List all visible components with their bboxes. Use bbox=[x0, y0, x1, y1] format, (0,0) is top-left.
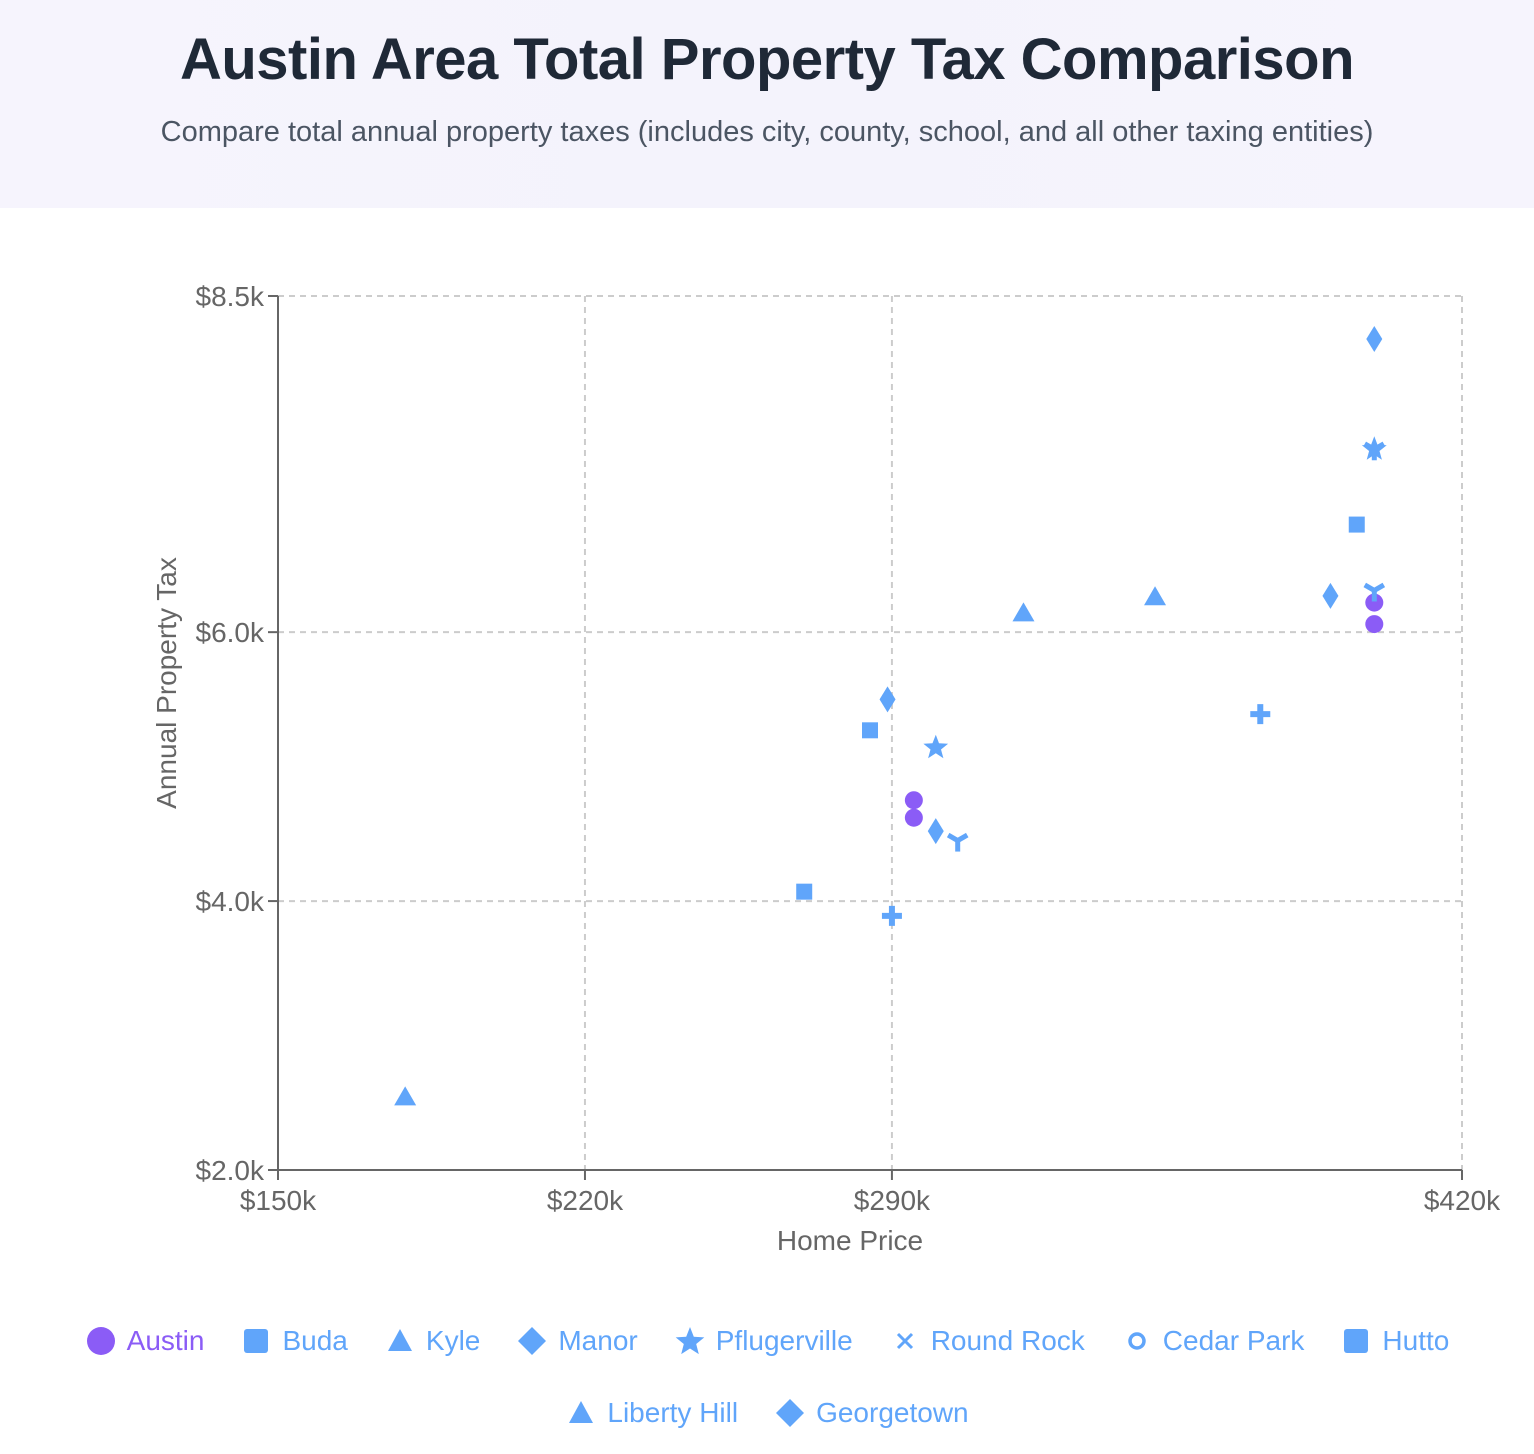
legend-label: Georgetown bbox=[816, 1397, 969, 1428]
point-austin bbox=[1365, 593, 1384, 612]
point-buda bbox=[796, 883, 813, 900]
point-kyle bbox=[1144, 586, 1167, 606]
point-round-rock bbox=[1363, 441, 1386, 461]
legend-triangle-icon bbox=[387, 1329, 412, 1351]
legend-x-icon bbox=[896, 1332, 913, 1350]
legend-row: Liberty Hill Georgetown bbox=[0, 1394, 1534, 1432]
legend-label: Manor bbox=[558, 1325, 638, 1356]
page-title: Austin Area Total Property Tax Compariso… bbox=[179, 27, 1355, 92]
legend-label: Buda bbox=[282, 1325, 348, 1356]
point-pflugerville bbox=[923, 734, 949, 759]
legend-item-manor[interactable]: Manor bbox=[516, 1322, 638, 1360]
point-austin bbox=[904, 791, 923, 810]
point-kyle bbox=[394, 1086, 417, 1106]
x-tick-label: $420k bbox=[1424, 1185, 1501, 1216]
chart-points bbox=[394, 326, 1387, 1106]
legend-item-round-rock[interactable]: Round Rock bbox=[889, 1322, 1085, 1360]
y-tick-label: $6.0k bbox=[196, 617, 265, 648]
legend-item-cedar-park[interactable]: Cedar Park bbox=[1121, 1322, 1305, 1360]
legend-triangle-icon bbox=[569, 1401, 594, 1423]
legend-star-icon bbox=[675, 1327, 705, 1355]
legend-item-georgetown[interactable]: Georgetown bbox=[774, 1394, 969, 1432]
y-axis-label: Annual Property Tax bbox=[151, 557, 182, 809]
point-kyle bbox=[1012, 602, 1035, 622]
y-tick-label: $2.0k bbox=[196, 1155, 265, 1186]
x-axis-label: Home Price bbox=[777, 1225, 923, 1256]
page-subtitle: Compare total annual property taxes (inc… bbox=[160, 116, 1374, 148]
legend-row: Austin Buda Kyle Manor Pflugerville Round Roc… bbox=[0, 1322, 1534, 1360]
point-round-rock bbox=[946, 832, 969, 852]
point-austin bbox=[904, 808, 923, 827]
legend-item-austin[interactable]: Austin bbox=[85, 1322, 205, 1360]
legend-label: Austin bbox=[126, 1325, 205, 1356]
point-manor bbox=[879, 686, 896, 713]
legend-item-kyle[interactable]: Kyle bbox=[384, 1322, 480, 1360]
legend-label: Round Rock bbox=[930, 1325, 1085, 1356]
point-manor bbox=[1322, 582, 1339, 609]
point-cedar-park bbox=[1250, 704, 1271, 725]
point-hutto bbox=[1348, 516, 1365, 533]
legend-label: Cedar Park bbox=[1162, 1325, 1305, 1356]
scatter-chart: $150k $220k $290k $420k $2.0k $4.0k $6.0k $8.5k… bbox=[151, 281, 1502, 1256]
legend-diamond-icon bbox=[518, 1327, 547, 1355]
chart-axes: $150k $220k $290k $420k $2.0k $4.0k $6.0k $8.5k bbox=[196, 281, 1502, 1216]
y-tick-label: $4.0k bbox=[196, 886, 265, 917]
legend-label: Hutto bbox=[1382, 1325, 1450, 1356]
y-tick-label: $8.5k bbox=[196, 281, 265, 312]
legend-square-icon bbox=[1344, 1329, 1369, 1353]
legend-label: Kyle bbox=[425, 1325, 481, 1356]
legend-item-pflugerville[interactable]: Pflugerville bbox=[674, 1322, 853, 1360]
legend-square-icon bbox=[244, 1329, 269, 1353]
point-cedar-park bbox=[881, 905, 902, 926]
point-buda bbox=[862, 722, 878, 739]
point-manor bbox=[1366, 326, 1383, 353]
legend-label: Liberty Hill bbox=[607, 1397, 739, 1428]
header: Austin Area Total Property Tax Compariso… bbox=[0, 0, 1534, 208]
legend-label: Pflugerville bbox=[715, 1325, 853, 1356]
legend-item-hutto[interactable]: Hutto bbox=[1340, 1322, 1449, 1360]
x-tick-label: $220k bbox=[547, 1185, 624, 1216]
legend-item-liberty-hill[interactable]: Liberty Hill bbox=[565, 1394, 738, 1432]
legend-ring-icon bbox=[1128, 1332, 1146, 1350]
chart-legend: Austin Buda Kyle Manor Pflugerville Round Roc… bbox=[0, 1322, 1534, 1432]
point-round-rock bbox=[1363, 582, 1386, 602]
legend-circle-icon bbox=[86, 1327, 115, 1355]
legend-diamond-icon bbox=[776, 1399, 805, 1427]
point-manor bbox=[927, 818, 944, 845]
x-tick-label: $150k bbox=[240, 1185, 317, 1216]
point-austin bbox=[1365, 615, 1384, 634]
x-tick-label: $290k bbox=[854, 1185, 931, 1216]
legend-item-buda[interactable]: Buda bbox=[240, 1322, 348, 1360]
